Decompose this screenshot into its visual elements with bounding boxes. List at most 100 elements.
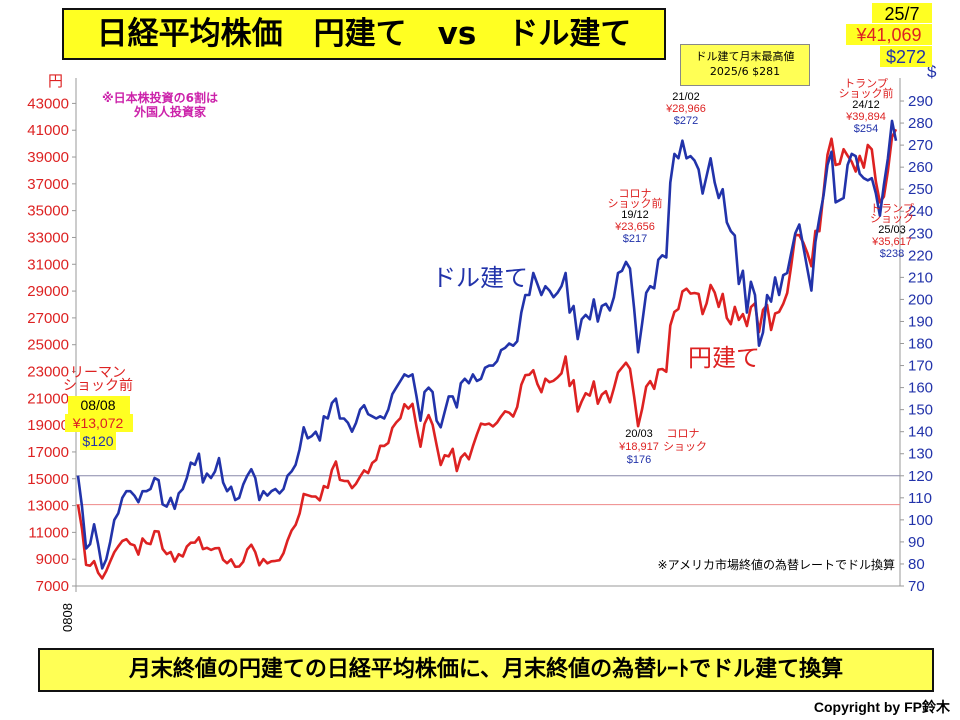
annotation-2020-03: 20/03 コロナ ¥18,917 ショック $176 bbox=[618, 427, 707, 466]
right-tick-label: 100 bbox=[908, 512, 933, 529]
annotation-label: トランプ bbox=[870, 202, 914, 215]
left-tick-label: 9000 bbox=[36, 551, 69, 568]
note-foreign-investors-1: ※日本株投資の6割は bbox=[102, 90, 218, 105]
right-tick-label: 90 bbox=[908, 534, 925, 551]
max-value-box: ドル建て月末最高値 2025/6 $281 bbox=[680, 44, 810, 86]
usd-series bbox=[76, 119, 898, 570]
annotation-label2: ショック前 bbox=[63, 377, 133, 393]
right-tick-label: 240 bbox=[908, 203, 933, 220]
right-tick-label: 270 bbox=[908, 137, 933, 154]
note-conversion: ※アメリカ市場終値の為替レートでドル換算 bbox=[658, 557, 895, 572]
right-tick-label: 200 bbox=[908, 291, 933, 308]
left-tick-label: 35000 bbox=[27, 203, 69, 220]
latest-yen-bg bbox=[846, 24, 932, 45]
left-tick-label: 25000 bbox=[27, 337, 69, 354]
copyright: Copyright by FP鈴木 bbox=[813, 699, 950, 715]
annotation-label: リーマン bbox=[70, 364, 126, 380]
left-tick-label: 37000 bbox=[27, 176, 69, 193]
latest-date-bg bbox=[872, 3, 932, 23]
annotation-label2: ショック前 bbox=[608, 196, 663, 210]
right-tick-label: 250 bbox=[908, 181, 933, 198]
yen-series-label: 円建て bbox=[688, 344, 760, 372]
annotation-usd: $254 bbox=[854, 123, 878, 135]
yen-series bbox=[76, 128, 898, 580]
yen-line bbox=[76, 128, 898, 580]
left-tick-label: 41000 bbox=[27, 122, 69, 139]
right-tick-label: 220 bbox=[908, 247, 933, 264]
footer-caption: 月末終値の円建ての日経平均株価に、月末終値の為替ﾚｰﾄでドル建て換算 bbox=[38, 648, 934, 692]
annotation-yen: ¥35,617 bbox=[871, 236, 912, 248]
right-tick-label: 110 bbox=[908, 490, 932, 507]
left-tick-label: 11000 bbox=[28, 524, 69, 541]
annotation-yen: ¥18,917 bbox=[618, 441, 659, 453]
right-tick-label: 120 bbox=[908, 468, 933, 485]
left-tick-label: 13000 bbox=[27, 498, 69, 515]
left-tick-label: 39000 bbox=[27, 149, 69, 166]
annotation-yen-bg bbox=[65, 414, 133, 432]
chart-title: 日経平均株価 円建て vs ドル建て bbox=[62, 8, 666, 60]
annotation-yen: ¥39,894 bbox=[845, 111, 886, 123]
annotation-label: トランプ bbox=[844, 77, 888, 90]
annotation-usd: $238 bbox=[880, 248, 904, 260]
right-tick-label: 150 bbox=[908, 402, 933, 419]
annotation-yen: ¥28,966 bbox=[665, 103, 706, 115]
annotation-label: コロナ bbox=[667, 427, 700, 440]
left-tick-label: 19000 bbox=[27, 417, 69, 434]
right-tick-label: 280 bbox=[908, 115, 933, 132]
annotation-yen: ¥13,072 bbox=[72, 415, 124, 431]
annotation-usd: $120 bbox=[82, 433, 113, 449]
chart-canvas: 円 $ 25/7 ¥41,069 $272 ※日本株投資の6割は 外国人投資家 … bbox=[27, 3, 937, 632]
right-tick-label: 160 bbox=[908, 380, 933, 397]
left-tick-label: 17000 bbox=[27, 444, 69, 461]
latest-usd-bg bbox=[880, 46, 932, 67]
annotation-date: 08/08 bbox=[80, 397, 115, 413]
note-foreign-investors-2: 外国人投資家 bbox=[134, 104, 207, 119]
right-tick-label: 180 bbox=[908, 336, 933, 353]
right-tick-label: 290 bbox=[908, 93, 933, 110]
annotation-label2: ショック前 bbox=[839, 86, 894, 100]
right-tick-label: 230 bbox=[908, 225, 933, 242]
right-tick-label: 210 bbox=[908, 269, 933, 286]
usd-series-label: ドル建て bbox=[432, 264, 528, 292]
right-tick-label: 140 bbox=[908, 424, 933, 441]
left-tick-label: 7000 bbox=[36, 578, 69, 595]
annotation-date: 19/12 bbox=[621, 209, 649, 221]
latest-date: 25/7 bbox=[884, 4, 919, 24]
latest-usd: $272 bbox=[886, 47, 926, 67]
left-tick-label: 29000 bbox=[27, 283, 69, 300]
left-axis-unit: 円 bbox=[48, 72, 63, 90]
max-value-date: 2025/6 $281 bbox=[709, 65, 781, 78]
annotation-date: 20/03 bbox=[625, 428, 653, 440]
max-value-label: ドル建て月末最高値 bbox=[695, 50, 795, 63]
right-tick-label: 70 bbox=[908, 578, 925, 595]
left-tick-label: 27000 bbox=[27, 310, 69, 327]
annotation-date-bg bbox=[68, 396, 130, 414]
left-tick-label: 21000 bbox=[27, 390, 69, 407]
right-tick-label: 260 bbox=[908, 159, 933, 176]
annotation-label2: ショック bbox=[870, 212, 914, 225]
right-axis-unit: $ bbox=[927, 62, 937, 81]
left-tick-label: 43000 bbox=[27, 95, 69, 112]
right-tick-label: 130 bbox=[908, 446, 933, 463]
right-tick-label: 170 bbox=[908, 358, 933, 375]
left-tick-label: 33000 bbox=[27, 229, 69, 246]
annotation-usd-bg bbox=[80, 432, 116, 450]
annotation-date: 24/12 bbox=[852, 99, 880, 111]
annotation-label: コロナ bbox=[619, 187, 652, 200]
left-tick-label: 15000 bbox=[27, 471, 69, 488]
right-tick-label: 190 bbox=[908, 313, 933, 330]
left-tick-label: 31000 bbox=[27, 256, 69, 273]
annotation-date: 25/03 bbox=[878, 224, 906, 236]
x-tick-start: 0808 bbox=[60, 603, 75, 632]
annotation-usd: $217 bbox=[623, 233, 647, 245]
annotation-usd: $272 bbox=[674, 115, 698, 127]
latest-yen: ¥41,069 bbox=[855, 25, 921, 45]
latest-value-group: 25/7 ¥41,069 $272 bbox=[846, 3, 932, 67]
annotation-2021-02: 21/02¥28,966$272 bbox=[665, 91, 706, 127]
annotation-yen: ¥23,656 bbox=[614, 221, 655, 233]
right-tick-label: 80 bbox=[908, 556, 925, 573]
